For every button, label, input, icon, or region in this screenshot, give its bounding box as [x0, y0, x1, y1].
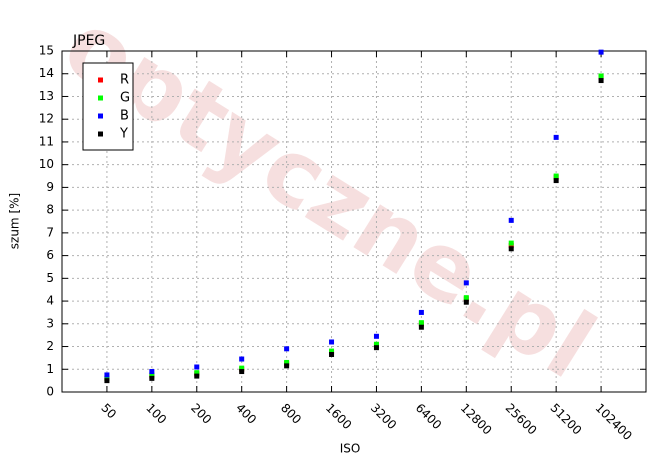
point	[373, 345, 379, 351]
point	[149, 372, 155, 378]
point	[463, 295, 469, 301]
point	[284, 359, 290, 365]
point	[418, 324, 424, 330]
legend-label: Y	[119, 127, 128, 142]
y-tick-label: 14	[39, 66, 54, 80]
point	[418, 309, 424, 315]
legend-marker	[98, 77, 103, 83]
x-tick-label: 400	[233, 401, 259, 427]
y-tick-label: 5	[46, 271, 54, 285]
x-tick-label: 800	[278, 401, 304, 427]
y-tick-label: 7	[46, 225, 54, 239]
x-tick-label: 3200	[368, 401, 399, 432]
legend-label: G	[120, 91, 130, 106]
point	[553, 173, 559, 179]
point	[598, 78, 604, 84]
y-tick-label: 6	[46, 248, 54, 262]
x-tick-label: 50	[98, 401, 119, 422]
chart-title: JPEG	[72, 33, 105, 49]
point	[149, 375, 155, 381]
x-tick-label: 6400	[413, 401, 444, 432]
point	[284, 346, 290, 352]
point	[194, 364, 200, 370]
x-tick-label: 102400	[592, 401, 634, 443]
y-tick-label: 8	[46, 203, 54, 217]
legend-marker	[98, 131, 103, 137]
legend-marker	[98, 113, 103, 119]
y-tick-label: 12	[39, 112, 54, 126]
y-tick-label: 11	[39, 134, 54, 148]
x-tick-label: 1600	[323, 401, 354, 432]
y-axis-label: szum [%]	[8, 193, 22, 249]
y-tick-label: 0	[46, 385, 54, 399]
point	[508, 217, 514, 223]
point	[463, 299, 469, 305]
point	[418, 320, 424, 326]
point	[463, 280, 469, 286]
point	[508, 246, 514, 252]
legend-marker	[98, 95, 103, 101]
y-tick-label: 13	[39, 89, 54, 103]
y-tick-label: 15	[39, 44, 54, 58]
point	[329, 348, 335, 354]
y-tick-label: 10	[39, 157, 54, 171]
point	[194, 373, 200, 379]
point	[373, 341, 379, 347]
legend-label: B	[120, 109, 129, 124]
x-tick-label: 100	[143, 401, 169, 427]
point	[553, 134, 559, 140]
point	[239, 356, 245, 362]
x-tick-label: 12800	[458, 401, 495, 438]
point	[553, 178, 559, 184]
point	[239, 365, 245, 371]
point	[104, 378, 110, 384]
point	[194, 370, 200, 376]
y-tick-label: 2	[46, 339, 54, 353]
point	[508, 240, 514, 246]
x-tick-label: 200	[188, 401, 214, 427]
point	[598, 73, 604, 79]
point	[239, 369, 245, 375]
point	[598, 49, 604, 55]
plot-frame	[61, 50, 647, 393]
legend-box	[82, 62, 134, 151]
x-tick-label: 25600	[503, 401, 540, 438]
legend-label: R	[120, 73, 129, 88]
y-tick-label: 3	[46, 316, 54, 330]
x-axis-label: ISO	[340, 442, 361, 456]
point	[104, 372, 110, 378]
y-tick-label: 4	[46, 294, 54, 308]
point	[329, 339, 335, 345]
point	[284, 363, 290, 369]
point	[329, 351, 335, 357]
point	[373, 333, 379, 339]
y-tick-label: 1	[46, 362, 54, 376]
y-tick-label: 9	[46, 180, 54, 194]
point	[149, 369, 155, 375]
x-tick-label: 51200	[548, 401, 585, 438]
